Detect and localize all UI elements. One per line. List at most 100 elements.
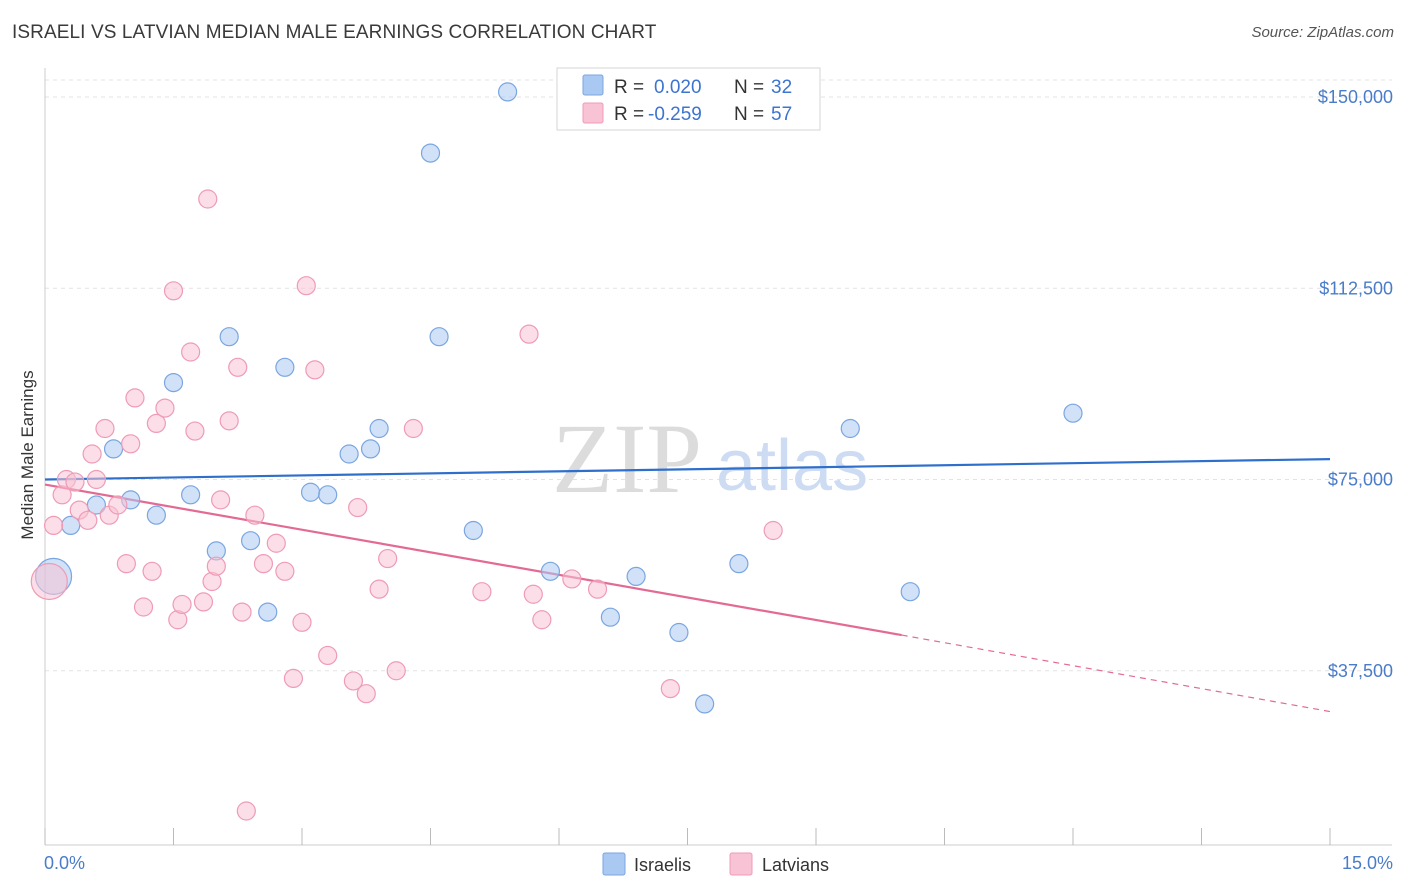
axes <box>44 68 1392 846</box>
latvian-point <box>133 597 154 617</box>
y-tick-label: $150,000 <box>1318 87 1393 107</box>
israeli-point <box>729 554 749 574</box>
israeli-point <box>258 602 278 622</box>
watermark-zip: ZIP <box>552 403 702 514</box>
latvian-point <box>181 342 201 362</box>
israeli-point <box>241 531 261 551</box>
legend-swatch-latvians <box>582 102 604 124</box>
latvian-point <box>43 515 64 536</box>
latvian-point <box>587 579 608 599</box>
israeli-point <box>900 582 920 602</box>
latvian-point <box>318 645 338 666</box>
latvian-point <box>523 584 543 604</box>
latvian-point <box>356 684 376 704</box>
latvian-point <box>292 612 312 632</box>
y-tick-label: $112,500 <box>1319 278 1393 298</box>
latvian-point <box>108 495 128 515</box>
latvian-point <box>343 671 363 691</box>
latvian-point <box>236 801 256 821</box>
legend-r-value-israelis: 0.020 <box>654 77 702 98</box>
israeli-point <box>86 495 107 515</box>
latvian-point <box>232 602 252 622</box>
latvian-point <box>198 189 218 209</box>
series-legend-label-israelis: Israelis <box>634 855 691 875</box>
tick-labels: $37,500 $75,000 $112,500 $150,000 0.0% 15.0% <box>44 87 1393 873</box>
legend-r-label-latvians: R = <box>614 104 644 125</box>
latvian-point <box>275 561 295 581</box>
source-credit: Source: ZipAtlas.com <box>1251 24 1394 41</box>
latvian-point <box>206 556 226 576</box>
latvian-point <box>185 421 205 441</box>
latvian-point <box>283 668 304 689</box>
israeli-point <box>300 482 321 502</box>
latvian-point <box>348 497 368 518</box>
latvian-point <box>532 610 552 630</box>
y-axis-title: Median Male Earnings <box>18 370 37 539</box>
israeli-point <box>695 694 715 714</box>
latvian-point <box>65 472 85 492</box>
gridlines <box>45 79 1392 672</box>
israeli-point <box>360 439 381 459</box>
israeli-point <box>429 327 449 347</box>
israeli-point <box>626 566 646 587</box>
y-tick-label: $37,500 <box>1328 661 1393 681</box>
latvian-point <box>142 561 162 581</box>
israeli-point <box>498 82 518 102</box>
latvian-point <box>193 592 214 612</box>
chart-title: ISRAELI VS LATVIAN MEDIAN MALE EARNINGS … <box>12 22 657 43</box>
legend-n-value-israelis: 32 <box>771 77 792 98</box>
legend-r-value-latvians: -0.259 <box>648 104 702 125</box>
legend-n-label-latvians: N = <box>734 104 764 125</box>
x-tick-label-max: 15.0% <box>1342 853 1393 873</box>
latvian-trend-line <box>44 483 902 637</box>
israeli-point <box>540 561 561 581</box>
latvian-point <box>403 418 423 439</box>
watermark: ZIP atlas <box>552 403 868 514</box>
latvian-point <box>82 444 102 464</box>
latvian-trend-line-extension <box>901 634 1331 713</box>
correlation-legend: R = 0.020 N = 32 R = -0.259 N = 57 <box>556 67 821 131</box>
series-legend-swatch-latvians <box>729 852 753 876</box>
latvian-point <box>253 554 274 574</box>
y-tick-label: $75,000 <box>1328 470 1393 490</box>
latvian-point <box>125 388 145 408</box>
latvian-point <box>121 434 141 454</box>
israeli-point <box>181 485 201 505</box>
israeli-point <box>669 622 689 643</box>
legend-swatch-israelis <box>582 74 604 96</box>
latvian-point <box>519 324 539 344</box>
latvian-point <box>116 554 136 574</box>
x-tick-label-min: 0.0% <box>44 853 85 873</box>
latvian-point <box>266 533 286 553</box>
israeli-point <box>275 357 295 377</box>
series-legend-swatch-israelis <box>602 852 626 876</box>
israeli-trend-line <box>44 458 1331 481</box>
latvian-point <box>245 505 265 525</box>
latvian-point <box>78 510 98 530</box>
israeli-point <box>339 444 359 464</box>
trend-lines <box>44 458 1331 713</box>
legend-r-label-israelis: R = <box>614 77 644 98</box>
israeli-point <box>840 418 860 439</box>
israeli-point <box>103 439 124 459</box>
israeli-point <box>600 607 621 627</box>
latvian-point <box>378 548 398 569</box>
latvian-point <box>369 579 389 599</box>
series-legend-label-latvians: Latvians <box>762 855 829 875</box>
latvian-point <box>219 411 239 431</box>
latvian-point <box>211 490 231 510</box>
latvian-point <box>386 661 406 681</box>
latvian-point <box>296 276 316 296</box>
latvian-point <box>146 413 166 433</box>
latvian-point <box>155 398 175 418</box>
legend-n-label-israelis: N = <box>734 77 764 98</box>
latvian-point <box>86 469 107 490</box>
latvian-point <box>660 678 680 699</box>
israeli-point <box>318 485 338 505</box>
latvian-point <box>305 360 325 380</box>
latvian-point <box>163 281 184 301</box>
data-points <box>30 82 1083 821</box>
israeli-point <box>369 418 389 439</box>
israeli-point <box>146 505 166 525</box>
